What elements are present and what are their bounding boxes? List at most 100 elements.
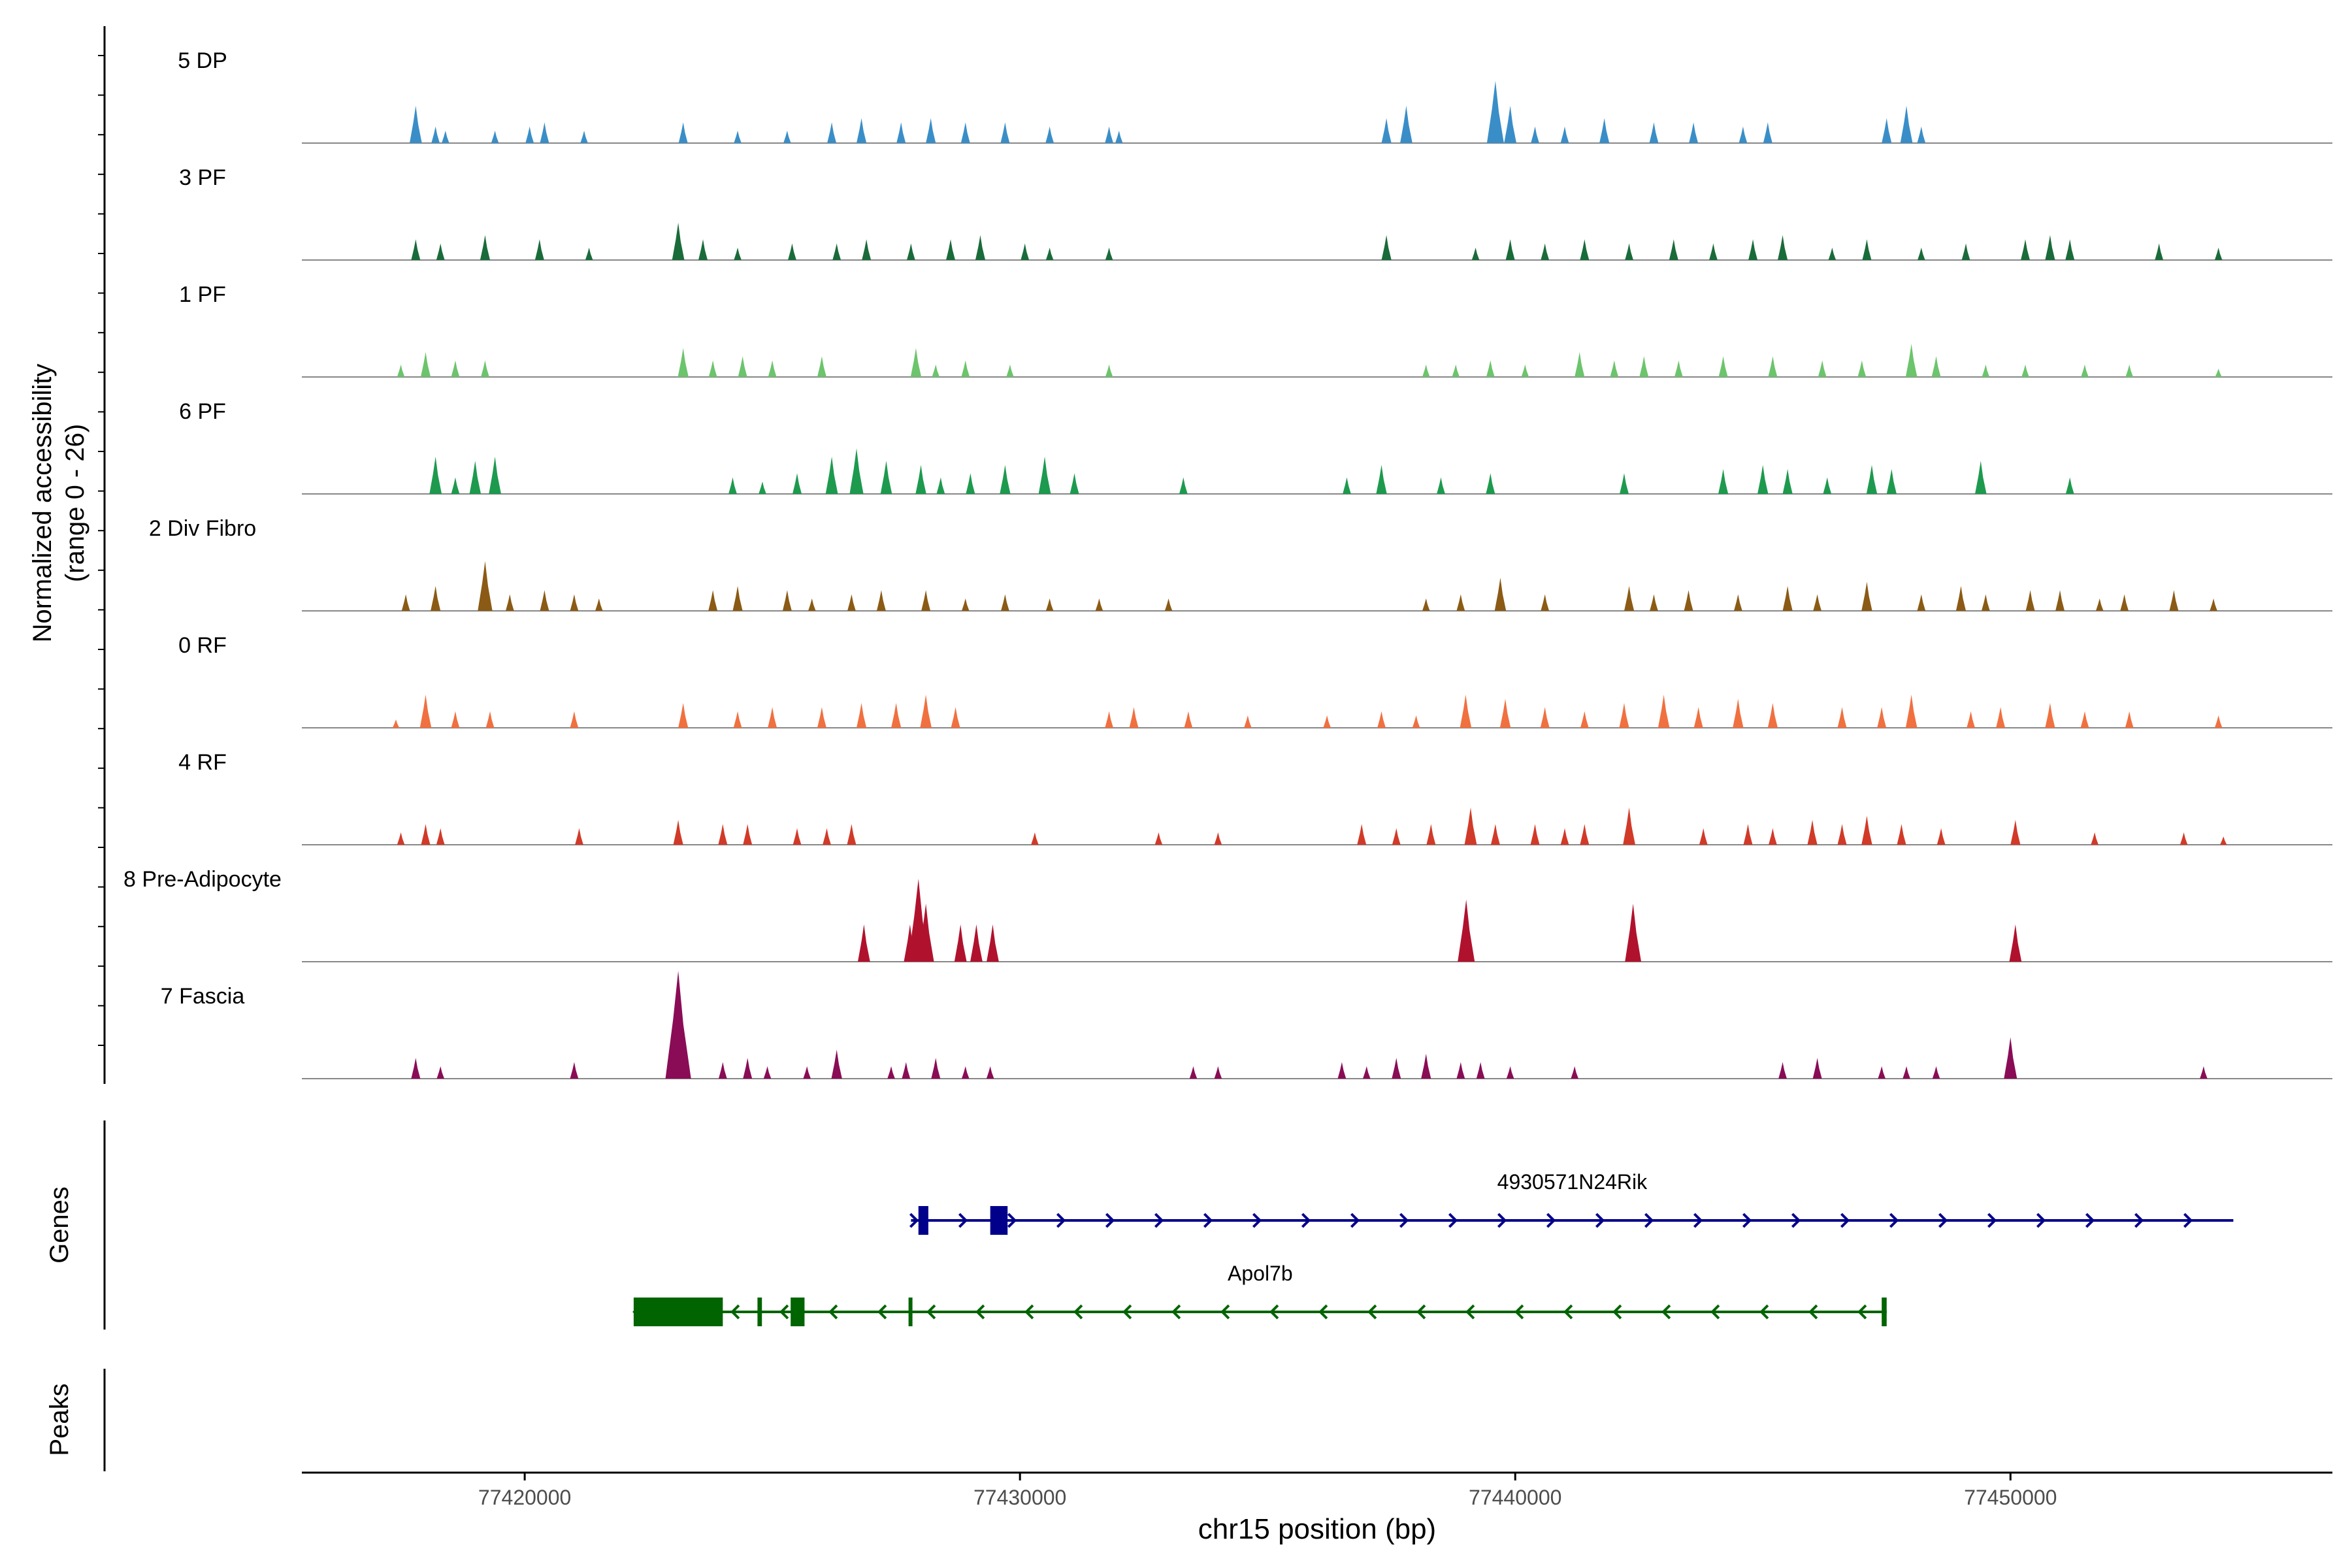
coverage-peak	[734, 247, 742, 260]
coverage-peak	[678, 702, 689, 728]
coverage-peak	[1709, 243, 1718, 260]
coverage-peak	[1499, 698, 1511, 728]
coverage-peak	[783, 130, 791, 143]
coverage-peak	[808, 598, 816, 611]
coverage-peak	[1452, 364, 1460, 377]
strand-arrow	[1105, 1213, 1115, 1228]
coverage-peak	[1490, 824, 1500, 845]
coverage-peak	[1045, 598, 1054, 611]
coverage-peak	[665, 971, 691, 1079]
coverage-peak	[1031, 832, 1039, 845]
coverage-peak	[436, 828, 445, 845]
coverage-peak	[1400, 105, 1413, 143]
coverage-peak	[1460, 694, 1472, 728]
coverage-peak	[1560, 126, 1569, 143]
coverage-y-axis	[98, 26, 106, 1084]
coverage-peak	[921, 590, 931, 611]
coverage-peak	[734, 130, 742, 143]
coverage-peak	[763, 1066, 772, 1079]
strand-arrow	[1007, 1213, 1017, 1228]
coverage-peak	[1464, 807, 1477, 845]
coverage-peak	[1733, 594, 1742, 611]
coverage-peak	[1782, 585, 1793, 611]
coverage-peak	[1689, 122, 1699, 143]
strand-arrow	[1154, 1213, 1164, 1228]
coverage-peak	[1918, 247, 1925, 260]
coverage-peak	[817, 707, 826, 728]
track-label: 0 RF	[178, 633, 227, 658]
coverage-peak	[1767, 702, 1778, 728]
coverage-peak	[1917, 126, 1926, 143]
coverage-peak	[1214, 1066, 1222, 1079]
coverage-peak	[534, 239, 544, 260]
coverage-peak	[910, 348, 922, 377]
coverage-peak	[436, 243, 445, 260]
track-label: 3 PF	[179, 165, 226, 190]
coverage-peak	[1982, 364, 1990, 377]
coverage-peak	[1733, 698, 1744, 728]
coverage-peak	[1900, 105, 1913, 143]
coverage-peak	[1421, 1053, 1431, 1079]
strand-arrow	[1840, 1213, 1850, 1228]
strand-arrow	[1563, 1304, 1573, 1320]
coverage-peak	[397, 832, 405, 845]
coverage-peak	[1580, 239, 1590, 260]
coverage-peak	[1610, 360, 1619, 377]
coverage-peak	[525, 126, 534, 143]
coverage-peak	[1812, 1058, 1822, 1079]
coverage-peak	[2125, 711, 2134, 728]
coverage-peak	[857, 924, 870, 962]
coverage-peak	[1540, 707, 1550, 728]
coverage-peak	[1105, 126, 1114, 143]
coverage-peak	[2200, 1066, 2208, 1079]
coverage-peak	[1718, 356, 1728, 377]
coverage-peak	[1693, 707, 1703, 728]
coverage-peak	[1905, 344, 1918, 377]
gene-4930571N24Rik: 4930571N24Rik	[909, 1170, 2234, 1235]
coverage-peak	[1323, 715, 1331, 728]
coverage-peak	[902, 1062, 911, 1079]
coverage-peak	[1129, 707, 1139, 728]
x-tick-label: 77440000	[1469, 1486, 1561, 1509]
track-3: 6 PF	[179, 399, 2332, 495]
strand-arrow	[1220, 1304, 1230, 1320]
coverage-peak	[788, 243, 796, 260]
strand-arrow	[1301, 1213, 1311, 1228]
coverage-peak	[1974, 461, 1987, 494]
track-label: 1 PF	[179, 282, 226, 307]
coverage-peak	[2125, 364, 2133, 377]
coverage-peak	[1739, 126, 1748, 143]
coverage-peak	[1476, 1062, 1485, 1079]
coverage-peak	[1580, 824, 1590, 845]
coverage-peak	[1580, 711, 1589, 728]
x-tick-label: 77420000	[478, 1486, 571, 1509]
coverage-peak	[907, 243, 915, 260]
exon	[633, 1298, 723, 1326]
coverage-peak	[1456, 1062, 1465, 1079]
coverage-peak	[392, 719, 400, 728]
coverage-peak	[431, 126, 440, 143]
coverage-peak	[961, 360, 970, 377]
coverage-peak	[1828, 247, 1837, 260]
coverage-peak	[1748, 239, 1758, 260]
coverage-peak	[585, 247, 593, 260]
coverage-peak	[708, 590, 718, 611]
coverage-peak	[1001, 594, 1009, 611]
peaks-panel: Peaks	[45, 1369, 106, 1471]
strand-arrow	[1612, 1304, 1622, 1320]
coverage-peak	[1021, 243, 1030, 260]
coverage-peak	[1521, 364, 1529, 377]
track-label: 7 Fascia	[161, 984, 245, 1009]
coverage-peak	[2025, 590, 2035, 611]
strand-arrow	[1710, 1304, 1720, 1320]
coverage-peak	[2021, 239, 2031, 260]
coverage-peak	[451, 711, 460, 728]
coverage-peak	[451, 477, 460, 494]
strand-arrow	[1497, 1213, 1507, 1228]
coverage-peak	[856, 702, 867, 728]
gene-label: Apol7b	[1228, 1262, 1293, 1285]
coverage-peak	[1769, 828, 1777, 845]
exon	[908, 1298, 913, 1326]
x-axis: 77420000 77430000 77440000 77450000	[302, 1471, 2332, 1509]
coverage-peak	[480, 235, 491, 260]
